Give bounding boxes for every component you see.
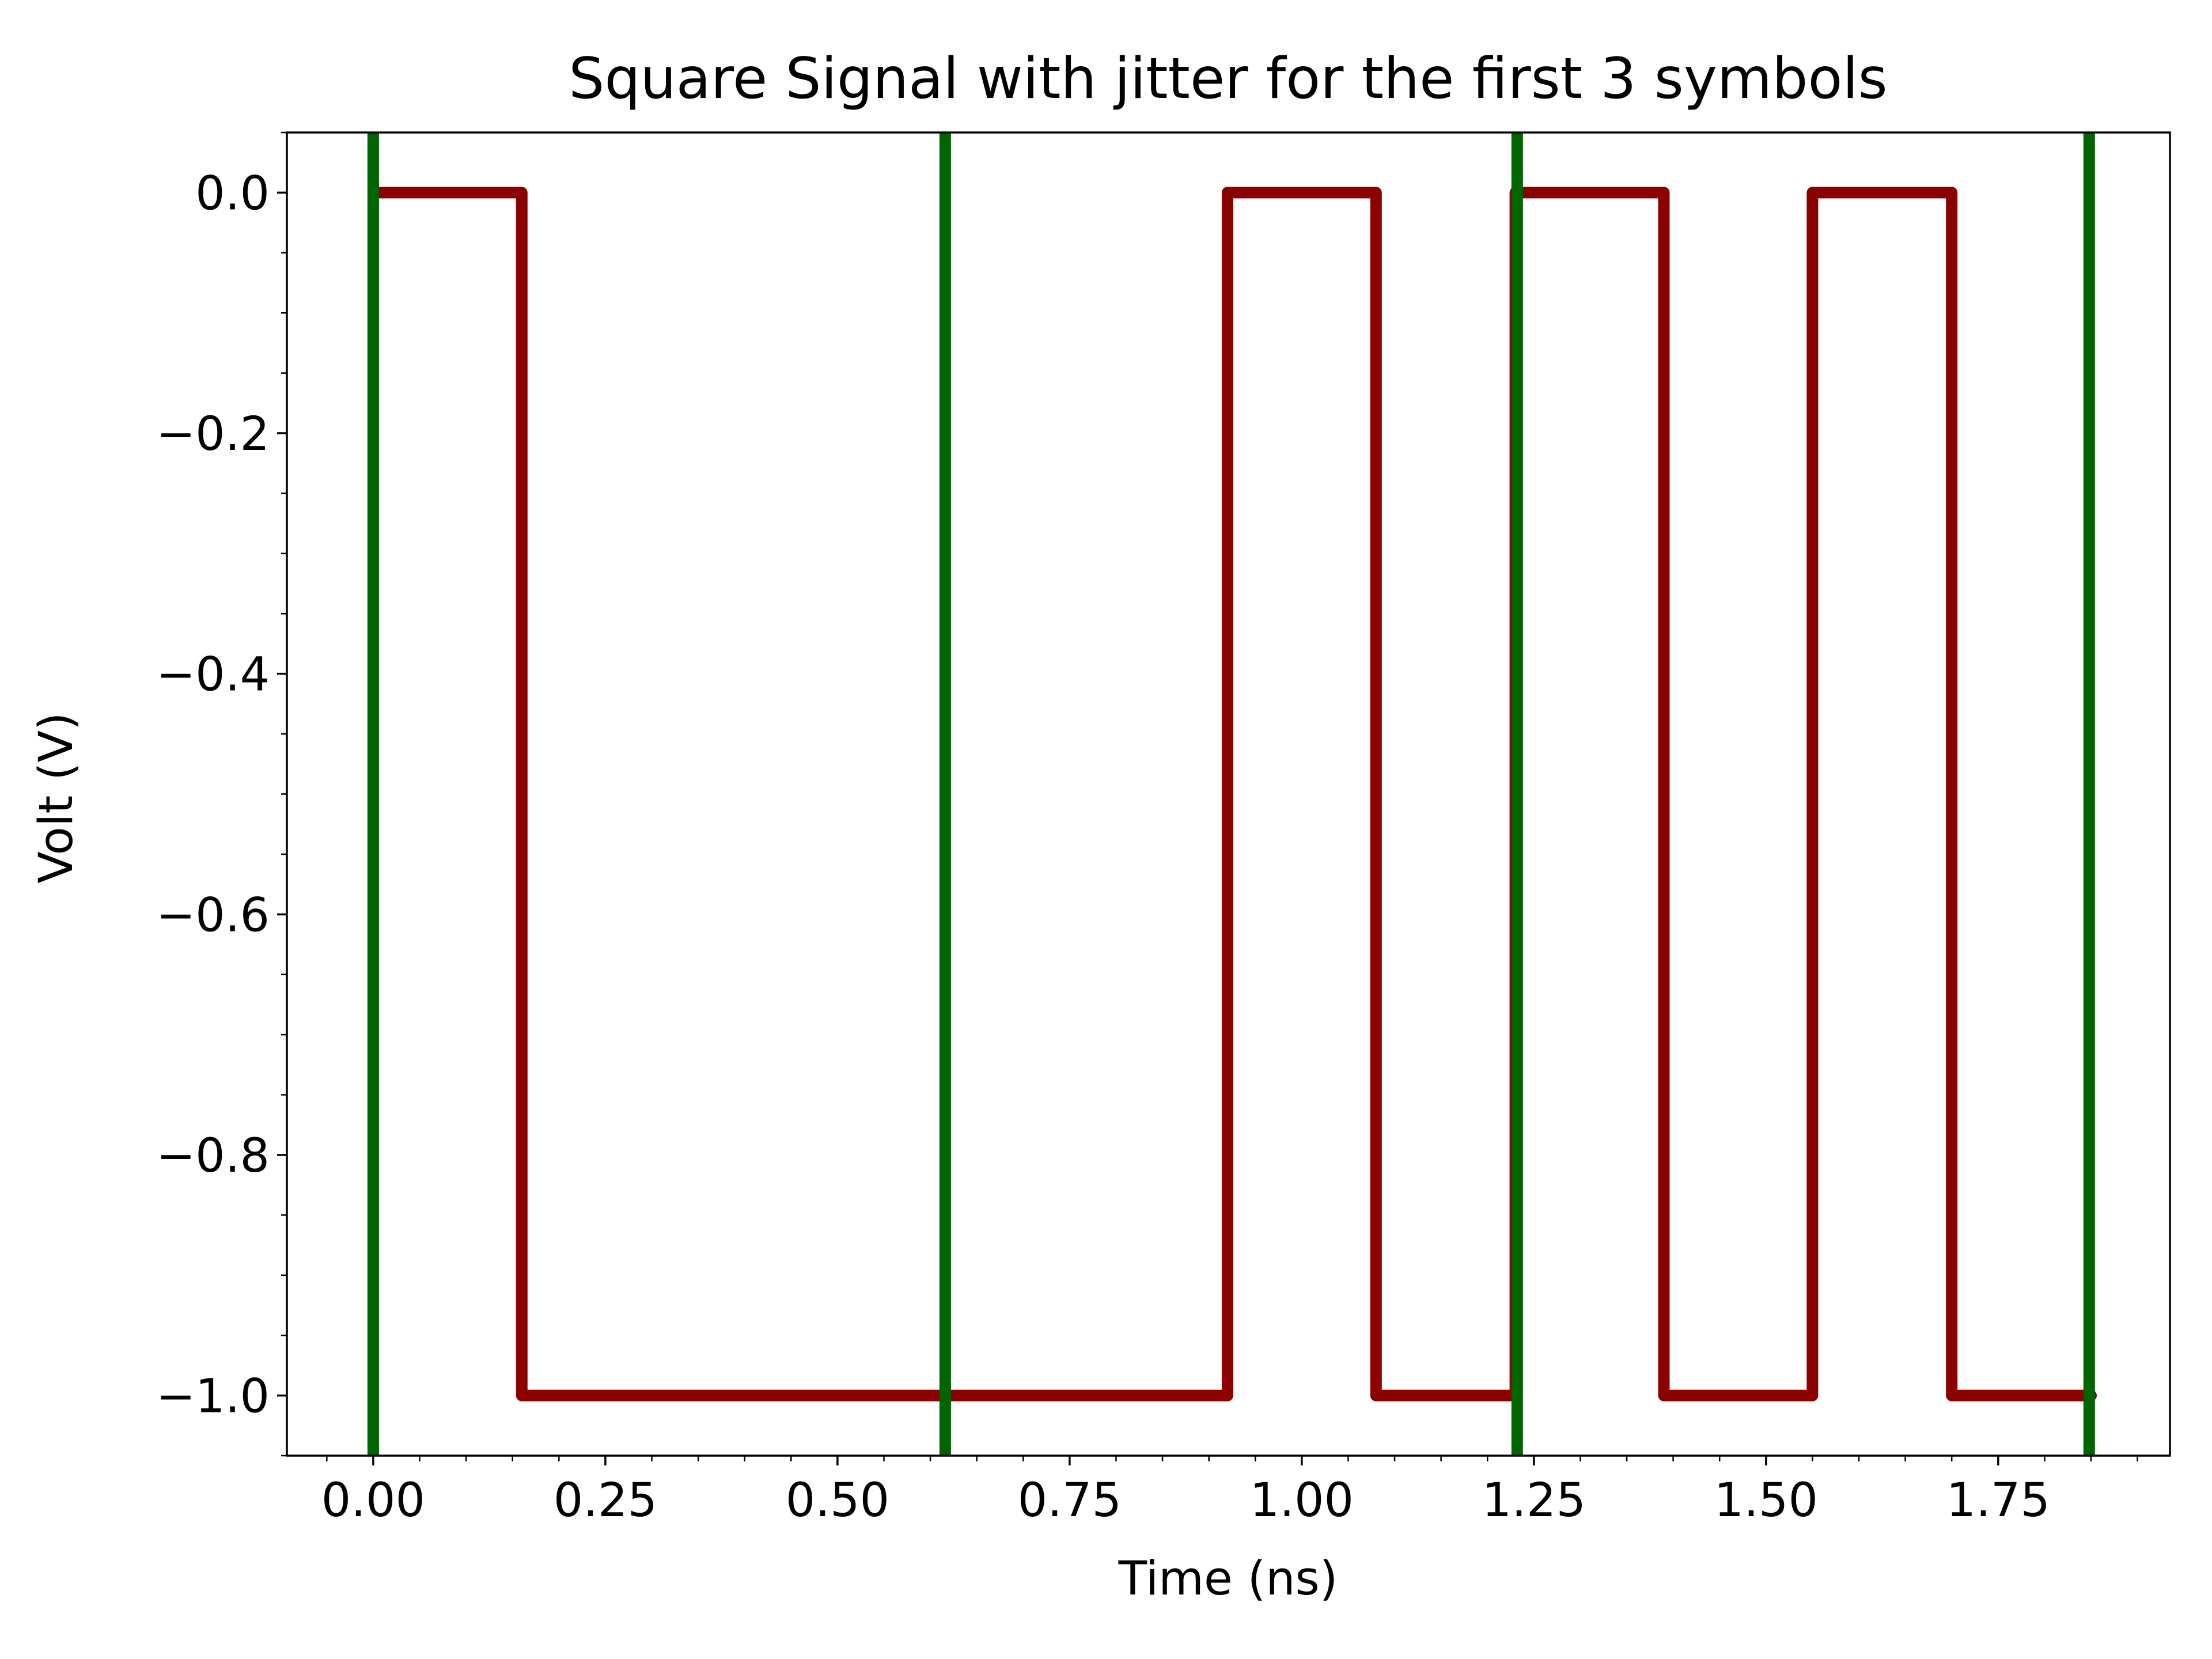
y-axis-label: Volt (V)	[29, 712, 84, 883]
x-tick-label: 0.00	[321, 1474, 425, 1528]
y-axis: 0.0 −0.2 −0.4 −0.6 −0.8 −1.0	[156, 166, 287, 1424]
y-tick-label: −0.8	[156, 1129, 270, 1183]
plot-area: 0.00 0.25 0.50 0.75 1.00 1.25 1.50 1.75 0.0 −0.2 −…	[156, 131, 2171, 1528]
x-tick-label: 0.50	[786, 1474, 889, 1528]
x-tick-label: 0.75	[1018, 1474, 1122, 1528]
y-tick-label: −0.2	[156, 407, 270, 461]
x-tick-label: 1.50	[1714, 1474, 1818, 1528]
chart-title: Square Signal with jitter for the first …	[569, 46, 1887, 112]
x-axis: 0.00 0.25 0.50 0.75 1.00 1.25 1.50 1.75	[321, 1456, 2050, 1528]
x-tick-label: 1.25	[1482, 1474, 1586, 1528]
x-axis-label: Time (ns)	[1118, 1552, 1338, 1606]
y-tick-label: 0.0	[195, 166, 270, 221]
symbol-lines	[367, 132, 2095, 1456]
x-tick-label: 1.75	[1946, 1474, 2050, 1528]
y-tick-label: −0.6	[156, 888, 270, 942]
x-tick-label: 1.00	[1250, 1474, 1354, 1528]
y-tick-label: −0.4	[156, 648, 270, 702]
y-tick-label: −1.0	[156, 1370, 270, 1424]
x-tick-label: 0.25	[554, 1474, 657, 1528]
